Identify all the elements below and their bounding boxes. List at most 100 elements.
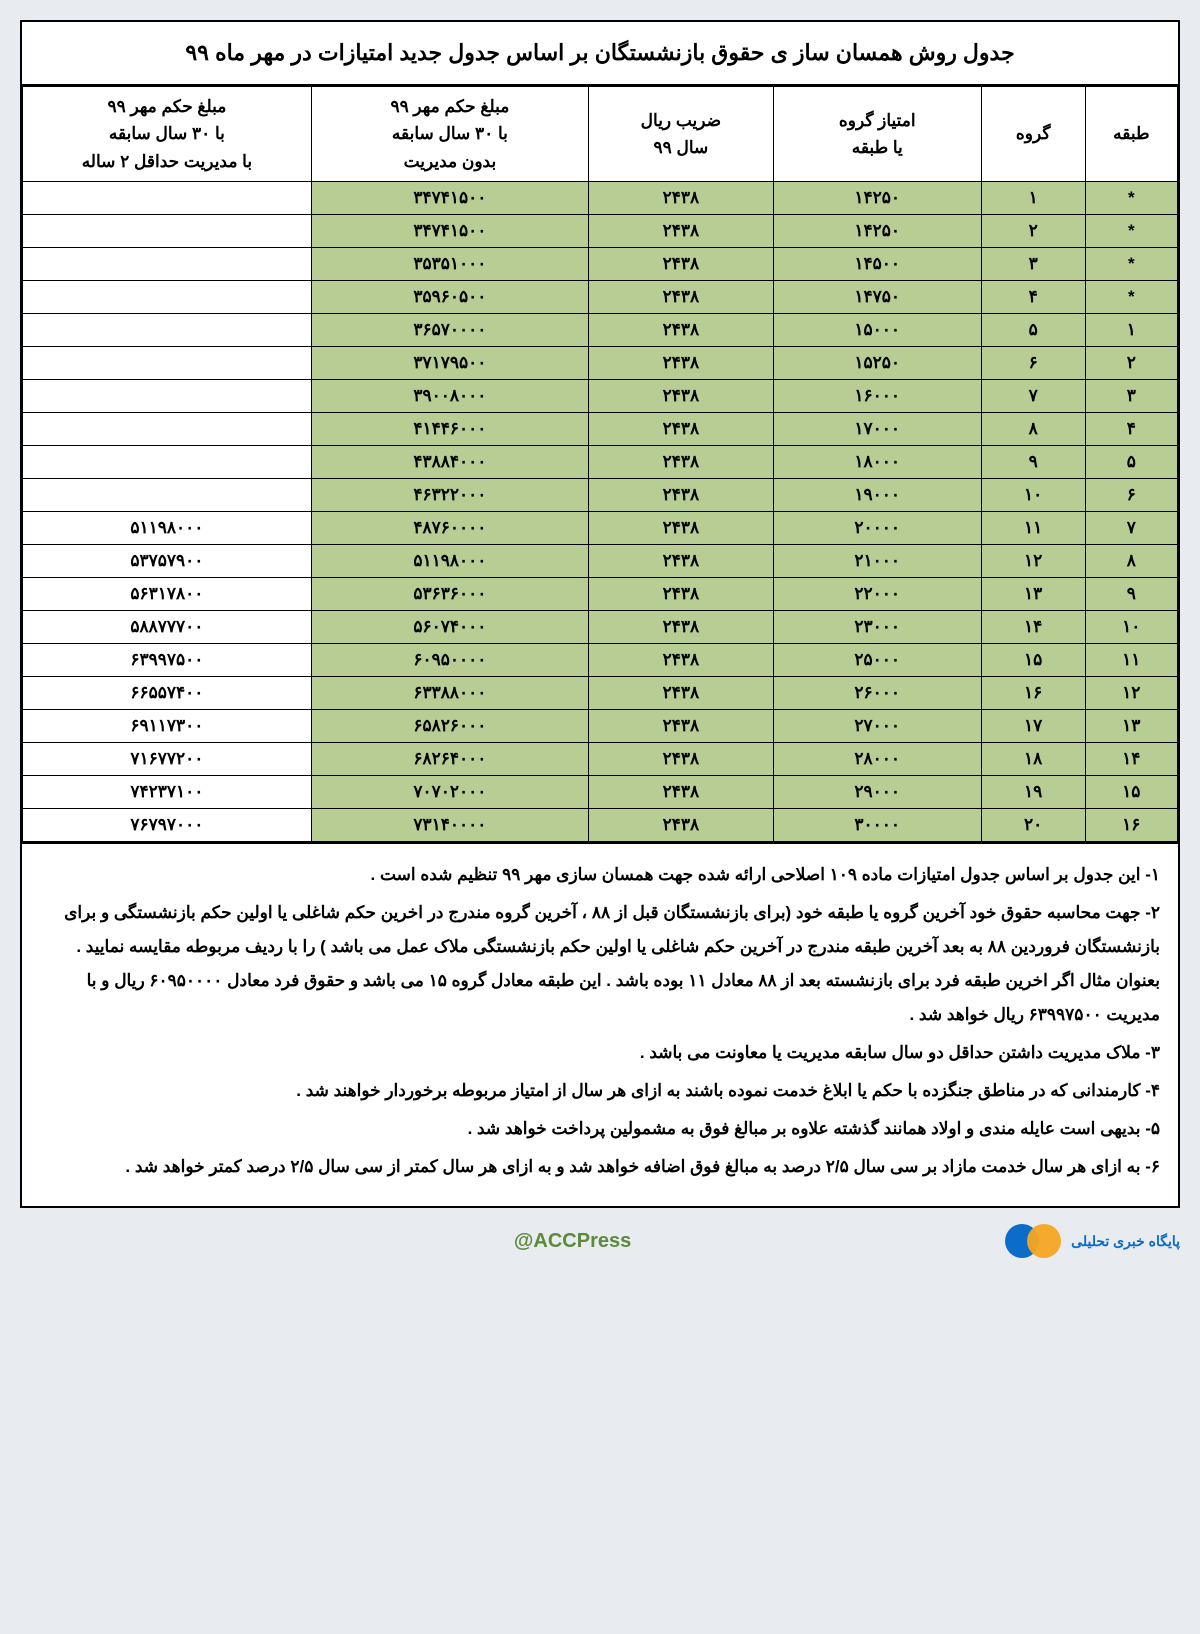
table-cell: ۱۹ xyxy=(981,776,1085,809)
table-cell: ۳۶۵۷۰۰۰۰ xyxy=(311,314,588,347)
table-cell: ۷۶۷۹۷۰۰۰ xyxy=(23,809,312,842)
table-row: ۷۱۱۲۰۰۰۰۲۴۳۸۴۸۷۶۰۰۰۰۵۱۱۹۸۰۰۰ xyxy=(23,512,1178,545)
table-cell: ۲۶۰۰۰ xyxy=(773,677,981,710)
table-cell: ۱۴۷۵۰ xyxy=(773,281,981,314)
table-row: ۴۸۱۷۰۰۰۲۴۳۸۴۱۴۴۶۰۰۰ xyxy=(23,413,1178,446)
table-row: *۲۱۴۲۵۰۲۴۳۸۳۴۷۴۱۵۰۰ xyxy=(23,215,1178,248)
table-cell: ۲۴۳۸ xyxy=(588,809,773,842)
table-cell: ۶ xyxy=(981,347,1085,380)
table-cell: ۶۵۸۲۶۰۰۰ xyxy=(311,710,588,743)
table-cell: ۴ xyxy=(1085,413,1177,446)
table-cell: ۳۴۷۴۱۵۰۰ xyxy=(311,215,588,248)
column-header: مبلغ حکم مهر ۹۹با ۳۰ سال سابقهبا مدیریت … xyxy=(23,87,312,182)
table-cell: ۱۴ xyxy=(981,611,1085,644)
table-cell: ۵۳۷۵۷۹۰۰ xyxy=(23,545,312,578)
table-cell: ۲۸۰۰۰ xyxy=(773,743,981,776)
table-cell: ۲ xyxy=(981,215,1085,248)
table-cell: ۲۴۳۸ xyxy=(588,347,773,380)
table-cell: ۲۴۳۸ xyxy=(588,776,773,809)
table-cell: ۲۴۳۸ xyxy=(588,743,773,776)
table-cell: ۷۳۱۴۰۰۰۰ xyxy=(311,809,588,842)
table-cell: ۱۸ xyxy=(981,743,1085,776)
table-row: *۳۱۴۵۰۰۲۴۳۸۳۵۳۵۱۰۰۰ xyxy=(23,248,1178,281)
table-cell: ۲۴۳۸ xyxy=(588,380,773,413)
table-row: ۱۳۱۷۲۷۰۰۰۲۴۳۸۶۵۸۲۶۰۰۰۶۹۱۱۷۳۰۰ xyxy=(23,710,1178,743)
table-cell xyxy=(23,479,312,512)
table-cell: ۳ xyxy=(981,248,1085,281)
table-cell: ۱ xyxy=(1085,314,1177,347)
note-item: ۳- ملاک مدیریت داشتن حداقل دو سال سابقه … xyxy=(40,1036,1160,1070)
table-cell: ۲۴۳۸ xyxy=(588,578,773,611)
table-cell: ۳ xyxy=(1085,380,1177,413)
table-row: ۱۱۱۵۲۵۰۰۰۲۴۳۸۶۰۹۵۰۰۰۰۶۳۹۹۷۵۰۰ xyxy=(23,644,1178,677)
table-row: ۱۰۱۴۲۳۰۰۰۲۴۳۸۵۶۰۷۴۰۰۰۵۸۸۷۷۷۰۰ xyxy=(23,611,1178,644)
brand: پایگاه خبری تحلیلی xyxy=(1005,1216,1180,1266)
table-cell: ۲۷۰۰۰ xyxy=(773,710,981,743)
table-row: ۱۶۲۰۳۰۰۰۰۲۴۳۸۷۳۱۴۰۰۰۰۷۶۷۹۷۰۰۰ xyxy=(23,809,1178,842)
table-cell: ۲۴۳۸ xyxy=(588,512,773,545)
table-row: *۴۱۴۷۵۰۲۴۳۸۳۵۹۶۰۵۰۰ xyxy=(23,281,1178,314)
table-row: ۵۹۱۸۰۰۰۲۴۳۸۴۳۸۸۴۰۰۰ xyxy=(23,446,1178,479)
brand-text: پایگاه خبری تحلیلی xyxy=(1071,1233,1180,1250)
table-cell: ۲۴۳۸ xyxy=(588,248,773,281)
table-cell: ۸ xyxy=(1085,545,1177,578)
table-cell: ۲۳۰۰۰ xyxy=(773,611,981,644)
table-cell: ۵۶۰۷۴۰۰۰ xyxy=(311,611,588,644)
table-cell: ۱۰ xyxy=(1085,611,1177,644)
table-cell: ۲ xyxy=(1085,347,1177,380)
table-cell: ۲۴۳۸ xyxy=(588,710,773,743)
document-title: جدول روش همسان ساز ی حقوق بازنشستگان بر … xyxy=(22,22,1178,86)
table-cell: ۵۱۱۹۸۰۰۰ xyxy=(311,545,588,578)
table-cell: ۷ xyxy=(981,380,1085,413)
table-cell: ۶۳۹۹۷۵۰۰ xyxy=(23,644,312,677)
table-cell: ۲۴۳۸ xyxy=(588,611,773,644)
note-item: ۲- جهت محاسبه حقوق خود آخرین گروه یا طبق… xyxy=(40,896,1160,1032)
column-header: طبقه xyxy=(1085,87,1177,182)
table-row: ۲۶۱۵۲۵۰۲۴۳۸۳۷۱۷۹۵۰۰ xyxy=(23,347,1178,380)
table-cell: ۱۳ xyxy=(1085,710,1177,743)
table-cell: ۱۰ xyxy=(981,479,1085,512)
table-row: ۱۵۱۹۲۹۰۰۰۲۴۳۸۷۰۷۰۲۰۰۰۷۴۲۳۷۱۰۰ xyxy=(23,776,1178,809)
table-cell xyxy=(23,248,312,281)
table-cell xyxy=(23,281,312,314)
table-cell: ۱۱ xyxy=(1085,644,1177,677)
table-cell: ۲۵۰۰۰ xyxy=(773,644,981,677)
table-cell: ۱۵ xyxy=(1085,776,1177,809)
table-cell: ۱۳ xyxy=(981,578,1085,611)
table-cell: ۲۴۳۸ xyxy=(588,215,773,248)
table-cell: ۱۱ xyxy=(981,512,1085,545)
table-cell: ۲۴۳۸ xyxy=(588,479,773,512)
table-cell: ۲۴۳۸ xyxy=(588,677,773,710)
table-cell: ۳۵۹۶۰۵۰۰ xyxy=(311,281,588,314)
table-row: ۳۷۱۶۰۰۰۲۴۳۸۳۹۰۰۸۰۰۰ xyxy=(23,380,1178,413)
table-cell: ۴۸۷۶۰۰۰۰ xyxy=(311,512,588,545)
table-cell: ۲۴۳۸ xyxy=(588,413,773,446)
table-cell: ۱۶ xyxy=(981,677,1085,710)
table-cell: ۱۴ xyxy=(1085,743,1177,776)
table-cell: * xyxy=(1085,281,1177,314)
table-cell xyxy=(23,413,312,446)
table-cell: ۲۴۳۸ xyxy=(588,446,773,479)
table-cell: ۱۶۰۰۰ xyxy=(773,380,981,413)
table-cell: ۵ xyxy=(981,314,1085,347)
table-cell xyxy=(23,380,312,413)
table-cell: ۶۰۹۵۰۰۰۰ xyxy=(311,644,588,677)
table-header-row: طبقهگروهامتیاز گروهیا طبقهضریب ریالسال ۹… xyxy=(23,87,1178,182)
table-cell: ۲۱۰۰۰ xyxy=(773,545,981,578)
table-cell: ۲۴۳۸ xyxy=(588,644,773,677)
table-cell: * xyxy=(1085,215,1177,248)
column-header: امتیاز گروهیا طبقه xyxy=(773,87,981,182)
table-cell: ۴۱۴۴۶۰۰۰ xyxy=(311,413,588,446)
table-cell: * xyxy=(1085,182,1177,215)
table-cell: ۳۵۳۵۱۰۰۰ xyxy=(311,248,588,281)
document-container: جدول روش همسان ساز ی حقوق بازنشستگان بر … xyxy=(20,20,1180,1208)
table-cell: ۶ xyxy=(1085,479,1177,512)
table-cell: ۴ xyxy=(981,281,1085,314)
table-cell: ۶۹۱۱۷۳۰۰ xyxy=(23,710,312,743)
table-cell: ۲۴۳۸ xyxy=(588,182,773,215)
brand-logo xyxy=(1005,1216,1065,1266)
table-cell: ۱۴۲۵۰ xyxy=(773,182,981,215)
table-cell: ۱۵ xyxy=(981,644,1085,677)
table-cell: ۵۳۶۳۶۰۰۰ xyxy=(311,578,588,611)
table-cell: ۲۹۰۰۰ xyxy=(773,776,981,809)
